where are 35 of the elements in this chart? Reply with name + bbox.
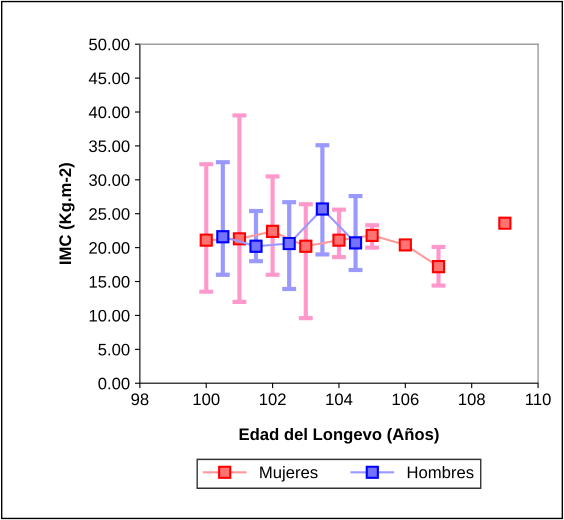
- point: [282, 236, 296, 250]
- x-tick-label: 106: [392, 393, 418, 406]
- y-tick-label: 5.00: [98, 344, 130, 356]
- y-tick-label: 20.00: [89, 242, 130, 254]
- point: [498, 216, 512, 230]
- legend-label: Mujeres: [260, 466, 318, 482]
- point: [332, 234, 346, 247]
- y-tick-label: 35.00: [89, 140, 130, 152]
- y-tick-label: 15.00: [90, 276, 130, 288]
- x-tick-label: 102: [260, 393, 286, 406]
- point: [216, 230, 230, 244]
- y-tick-label: 10.00: [90, 310, 130, 322]
- point: [266, 224, 280, 238]
- point: [316, 202, 329, 216]
- point: [249, 240, 263, 253]
- y-tick-label: 30.00: [89, 174, 130, 186]
- legend-label: Hombres: [408, 466, 474, 478]
- x-axis-title: Edad del Longevo (Años): [240, 428, 439, 444]
- y-tick-label: 0.00: [98, 378, 130, 390]
- point: [398, 238, 412, 252]
- x-tick-label: 98: [131, 393, 148, 406]
- point: [432, 260, 446, 274]
- x-tick-label: 100: [194, 393, 220, 406]
- y-axis-title: IMC (Kg.m-2): [58, 163, 75, 264]
- y-tick-label: 40.00: [88, 106, 130, 118]
- x-tick-label: 110: [526, 393, 551, 406]
- y-tick-label: 45.00: [88, 72, 130, 84]
- point: [200, 234, 213, 247]
- x-tick-label: 108: [459, 393, 485, 406]
- point: [299, 240, 312, 253]
- point: [366, 228, 379, 242]
- point: [348, 236, 362, 250]
- y-tick-label: 50.00: [89, 38, 130, 50]
- y-tick-label: 25.00: [89, 208, 130, 220]
- x-tick-label: 104: [326, 393, 352, 406]
